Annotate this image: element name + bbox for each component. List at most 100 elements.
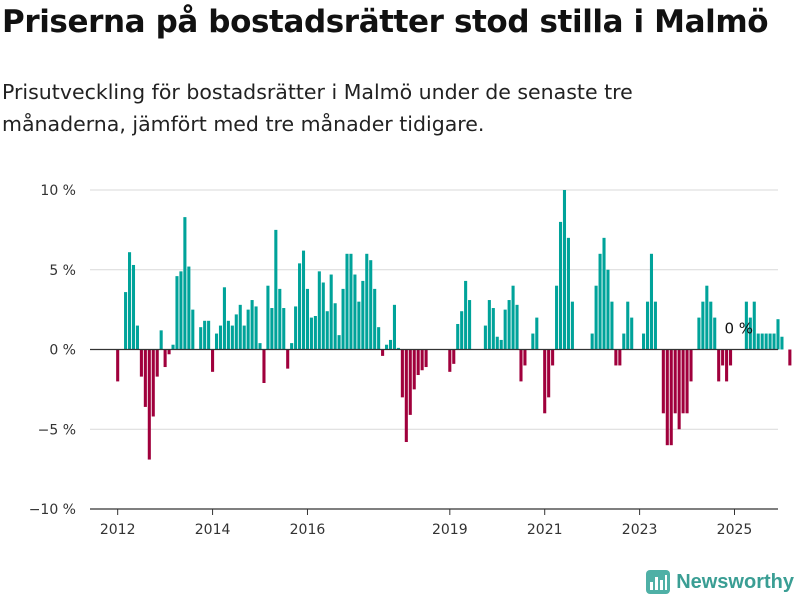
bar [618,349,622,366]
bar [214,333,219,350]
bar [499,339,503,350]
bar [713,317,717,350]
brand-logo[interactable]: Newsworthy [646,570,794,594]
bar [369,260,373,350]
bar [317,271,321,350]
bar [357,301,361,350]
bar [234,314,238,350]
x-tick-label: 2025 [717,522,753,538]
y-tick-label: −10 % [29,502,76,518]
bar [468,300,472,350]
bar [143,349,147,407]
bar [562,190,567,350]
bar [147,349,151,460]
chart-title: Priserna på bostadsrätter stod stilla i … [2,4,769,40]
bar [116,349,120,382]
bar [151,349,155,417]
bar [199,327,203,350]
bar [717,349,721,382]
bar [337,335,341,350]
bar [258,343,262,350]
bar [669,349,673,446]
bar [365,253,369,350]
bar [558,221,563,350]
bar [309,317,313,350]
y-tick-label: 10 % [40,183,76,199]
bar [222,287,226,350]
bar [685,349,689,414]
x-tick-label: 2023 [622,522,658,538]
bar [396,347,400,350]
bar [381,349,385,356]
bar [760,333,764,350]
bar [226,320,230,350]
bar [262,349,266,383]
bar [179,271,183,350]
bar [333,303,337,350]
bar [487,300,491,350]
bar [290,343,294,350]
bar [673,349,677,414]
bar [131,264,136,350]
bar [325,311,329,350]
bar [183,217,187,350]
y-tick-label: −5 % [38,422,76,438]
bar [341,288,345,350]
bar [503,309,507,350]
bar [566,237,570,350]
x-tick-label: 2021 [527,522,563,538]
bar [321,282,325,350]
bar [349,253,353,350]
bar [250,300,254,350]
bar [420,349,424,371]
bar [159,330,163,350]
bar [416,349,420,376]
bar [294,306,298,350]
bar [124,292,128,350]
bar [622,333,626,350]
bar [238,304,242,350]
bar [661,349,665,414]
bar [626,301,630,350]
bar [602,237,606,350]
x-tick-label: 2019 [432,522,468,538]
bar [392,304,396,350]
y-tick-label: 0 % [49,343,76,359]
bar [701,301,705,350]
bar [171,344,175,350]
x-tick-label: 2012 [100,522,136,538]
bar [748,317,752,350]
x-tick-label: 2016 [290,522,326,538]
bar [495,336,499,350]
bar [630,317,634,350]
bar [614,349,618,366]
bar [752,301,756,350]
bar [460,311,464,350]
bar [408,349,412,415]
brand-name: Newsworthy [676,570,794,593]
bar [175,276,179,350]
bar [412,349,416,390]
bar [590,333,594,350]
bar [756,333,760,350]
latest-value-annotation: 0 % [725,320,754,338]
bar [665,349,669,446]
bar [191,309,195,350]
bar [523,349,527,366]
bar [128,252,132,350]
bar [313,316,317,350]
bar [709,301,713,350]
bar [211,349,215,372]
bar [598,253,602,350]
bar [135,325,139,350]
bar [725,349,729,382]
bar [155,349,159,377]
bar [377,327,381,350]
bar [721,349,725,366]
bar [543,349,547,414]
chart-subtitle: Prisutveckling för bostadsrätter i Malmö… [2,80,633,136]
bar [452,349,456,364]
bar [400,349,404,398]
bar [705,285,709,350]
